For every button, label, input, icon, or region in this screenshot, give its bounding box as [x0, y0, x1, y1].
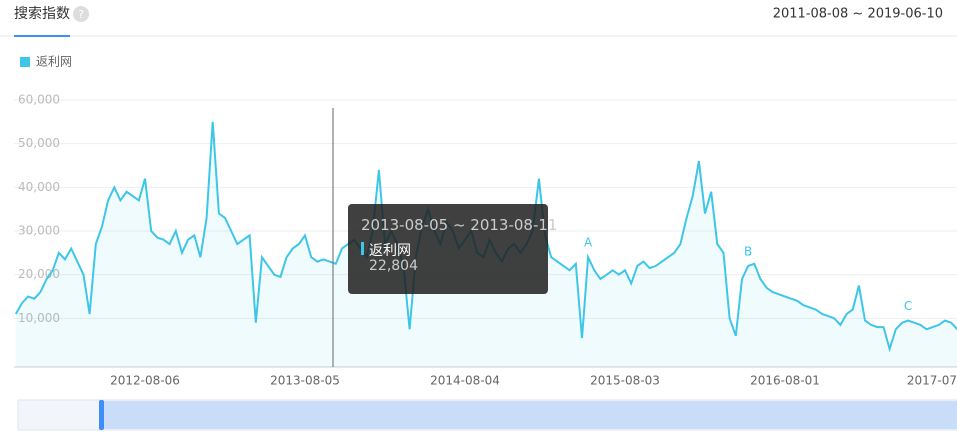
x-tick-label: 2017-07	[907, 374, 957, 388]
date-range: 2011-08-08 ~ 2019-06-10	[773, 7, 943, 22]
y-tick-label: 60,000	[18, 93, 60, 107]
range-handle[interactable]	[99, 400, 104, 430]
x-tick-label: 2012-08-06	[110, 374, 180, 388]
annotation: A	[584, 236, 593, 250]
help-mark: ?	[78, 8, 84, 21]
y-tick-label: 40,000	[18, 180, 60, 194]
tooltip-series: 返利网	[369, 243, 411, 259]
title: 搜索指数	[14, 5, 70, 22]
annotation: C	[904, 299, 912, 313]
y-tick-label: 10,000	[18, 311, 60, 325]
legend-label[interactable]: 返利网	[36, 55, 72, 69]
x-tick-label: 2016-08-01	[750, 374, 820, 388]
x-tick-label: 2014-08-04	[430, 374, 500, 388]
y-tick-label: 20,000	[18, 267, 60, 281]
tooltip-title: 2013-08-05 ~ 2013-08-11	[361, 216, 558, 234]
range-selected	[102, 401, 957, 429]
y-tick-label: 30,000	[18, 224, 60, 238]
help-icon[interactable]	[73, 6, 89, 22]
x-tick-label: 2015-08-03	[590, 374, 660, 388]
tooltip-marker	[361, 242, 364, 255]
annotation: B	[744, 244, 752, 258]
y-tick-label: 50,000	[18, 136, 60, 150]
x-tick-label: 2013-08-05	[270, 374, 340, 388]
area	[15, 121, 957, 367]
tooltip: 2013-08-05 ~ 2013-08-11 返利网 22,804	[348, 204, 557, 294]
legend-swatch	[20, 57, 30, 67]
tooltip-value: 22,804	[369, 258, 418, 274]
